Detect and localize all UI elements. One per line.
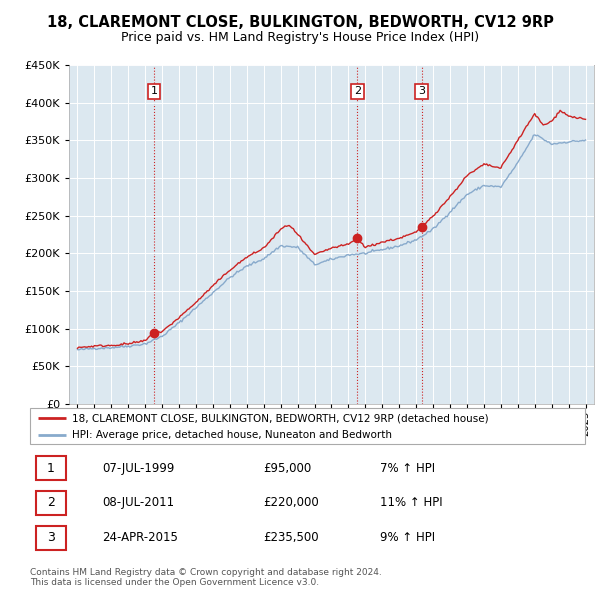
- Text: 9% ↑ HPI: 9% ↑ HPI: [380, 532, 435, 545]
- Text: 07-JUL-1999: 07-JUL-1999: [102, 461, 175, 474]
- Text: 1: 1: [47, 461, 55, 474]
- FancyBboxPatch shape: [35, 491, 66, 515]
- Text: 3: 3: [418, 86, 425, 96]
- Text: 24-APR-2015: 24-APR-2015: [102, 532, 178, 545]
- FancyBboxPatch shape: [35, 526, 66, 550]
- Text: £235,500: £235,500: [263, 532, 319, 545]
- Text: 7% ↑ HPI: 7% ↑ HPI: [380, 461, 435, 474]
- Text: This data is licensed under the Open Government Licence v3.0.: This data is licensed under the Open Gov…: [30, 578, 319, 587]
- Text: 08-JUL-2011: 08-JUL-2011: [102, 496, 174, 510]
- FancyBboxPatch shape: [35, 456, 66, 480]
- Text: Price paid vs. HM Land Registry's House Price Index (HPI): Price paid vs. HM Land Registry's House …: [121, 31, 479, 44]
- Text: 1: 1: [151, 86, 158, 96]
- Text: £95,000: £95,000: [263, 461, 311, 474]
- Text: 18, CLAREMONT CLOSE, BULKINGTON, BEDWORTH, CV12 9RP: 18, CLAREMONT CLOSE, BULKINGTON, BEDWORT…: [47, 15, 553, 30]
- Text: 2: 2: [47, 496, 55, 510]
- Text: 2: 2: [353, 86, 361, 96]
- Text: Contains HM Land Registry data © Crown copyright and database right 2024.: Contains HM Land Registry data © Crown c…: [30, 568, 382, 576]
- Text: 18, CLAREMONT CLOSE, BULKINGTON, BEDWORTH, CV12 9RP (detached house): 18, CLAREMONT CLOSE, BULKINGTON, BEDWORT…: [71, 413, 488, 423]
- Text: £220,000: £220,000: [263, 496, 319, 510]
- Text: 11% ↑ HPI: 11% ↑ HPI: [380, 496, 442, 510]
- Text: HPI: Average price, detached house, Nuneaton and Bedworth: HPI: Average price, detached house, Nune…: [71, 430, 392, 440]
- Text: 3: 3: [47, 532, 55, 545]
- FancyBboxPatch shape: [30, 408, 585, 444]
